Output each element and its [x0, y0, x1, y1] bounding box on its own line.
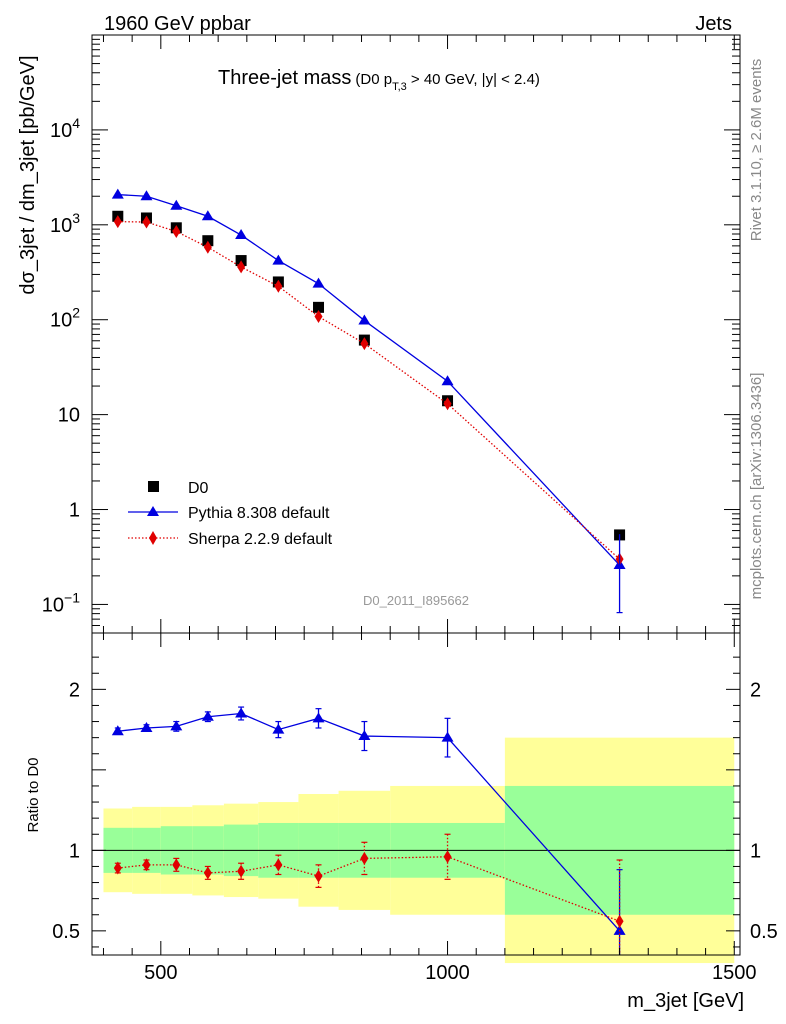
- legend: D0 Pythia 8.308 default Sherpa 2.2.9 def…: [128, 480, 333, 548]
- chart-title: Three-jet mass (D0 pT,3 > 40 GeV, |y| < 2…: [218, 67, 540, 93]
- pythia-main-point-8: [441, 375, 454, 386]
- pythia-main-point-0: [111, 188, 124, 199]
- main-y-tick-label-3: 102: [50, 305, 80, 332]
- ratio-y-tick-label-right-0.5: 0.5: [750, 921, 778, 943]
- main-y-tick-label-2: 10: [58, 405, 80, 427]
- pythia-ratio-point-9: [613, 924, 626, 935]
- ratio-y-tick-label-left-0.5: 0.5: [52, 921, 80, 943]
- pythia-ratio-point-6: [312, 712, 325, 723]
- main-y-tick-label-1: 1: [69, 500, 80, 522]
- main-y-tick-label-0: 10−1: [42, 589, 80, 616]
- pythia-ratio-point-8: [441, 731, 454, 742]
- process-label: Jets: [695, 13, 732, 35]
- y-axis-label-ratio: Ratio to D0: [25, 757, 42, 832]
- sherpa-main-point-1: [142, 215, 151, 229]
- pythia-main-point-3: [201, 210, 214, 221]
- sherpa-main-point-8: [443, 397, 452, 411]
- main-y-tick-label-5: 104: [50, 115, 80, 142]
- sherpa-ratio-point-7: [360, 851, 369, 865]
- ratio-y-tick-label-left-2: 2: [69, 679, 80, 701]
- sherpa-ratio-point-9: [615, 914, 624, 928]
- x-tick-label-1500: 1500: [712, 962, 757, 984]
- sherpa-ratio-point-1: [142, 858, 151, 872]
- energy-label: 1960 GeV ppbar: [104, 13, 251, 35]
- ratio-y-tick-label-left-1: 1: [69, 840, 80, 862]
- d0-main-point-6: [313, 301, 325, 313]
- ratio-y-tick-label-right-2: 2: [750, 679, 761, 701]
- legend-label-pythia: Pythia 8.308 default: [188, 505, 330, 522]
- rivet-version-label: Rivet 3.1.10, ≥ 2.6M events: [748, 59, 765, 242]
- legend-marker-triangle: [147, 506, 159, 516]
- x-tick-label-500: 500: [144, 962, 177, 984]
- legend-marker-square: [148, 481, 159, 492]
- sherpa-main-point-6: [314, 310, 323, 324]
- pythia-ratio-point-1: [140, 721, 153, 732]
- sherpa-ratio-point-8: [443, 850, 452, 864]
- series-layer: [111, 188, 626, 955]
- x-tick-label-1000: 1000: [425, 962, 470, 984]
- main-y-tick-label-4: 103: [50, 210, 80, 237]
- analysis-id-label: D0_2011_I895662: [363, 593, 469, 608]
- sherpa-ratio-point-3: [203, 866, 212, 880]
- pythia-ratio-point-7: [358, 730, 371, 741]
- ratio-panel-frame: [91, 632, 741, 956]
- sherpa-main-point-3: [203, 240, 212, 254]
- sherpa-ratio-point-2: [172, 858, 181, 872]
- pythia-main-point-1: [140, 190, 153, 201]
- sherpa-main-point-7: [360, 337, 369, 351]
- pythia-ratio-point-5: [272, 723, 285, 734]
- d0-main-point-3: [202, 235, 214, 247]
- pythia-ratio-point-3: [201, 710, 214, 721]
- pythia-main-point-4: [235, 229, 248, 240]
- sherpa-main-line: [117, 220, 621, 560]
- pythia-main-point-6: [312, 277, 325, 288]
- pythia-main-point-5: [272, 254, 285, 265]
- axes: 500 1000 1500 10−1 1 10 102 103 104 0.5 0.5 1 1 2 2: [42, 34, 778, 984]
- sherpa-ratio-point-6: [314, 869, 323, 883]
- legend-label-d0: D0: [188, 480, 209, 497]
- pythia-main-line: [117, 193, 621, 566]
- sherpa-main-point-2: [172, 225, 181, 239]
- legend-entry-d0: D0: [148, 480, 209, 497]
- x-axis-label: m_3jet [GeV]: [627, 990, 744, 1012]
- sherpa-ratio-line: [117, 856, 620, 922]
- mcplots-label: mcplots.cern.ch [arXiv:1306.3436]: [748, 373, 765, 600]
- sherpa-main-point-5: [274, 279, 283, 293]
- legend-marker-diamond: [149, 531, 157, 545]
- ratio-y-tick-label-right-1: 1: [750, 840, 761, 862]
- pythia-ratio-line: [117, 712, 621, 932]
- sherpa-ratio-point-4: [237, 864, 246, 878]
- sherpa-main-point-4: [237, 260, 246, 274]
- legend-entry-pythia: Pythia 8.308 default: [128, 505, 330, 522]
- pythia-main-point-2: [170, 199, 183, 210]
- legend-entry-sherpa: Sherpa 2.2.9 default: [128, 531, 333, 548]
- y-axis-label-main: dσ_3jet / dm_3jet [pb/GeV]: [17, 55, 39, 294]
- sherpa-ratio-point-0: [113, 861, 122, 875]
- pythia-ratio-point-0: [111, 725, 124, 736]
- sherpa-ratio-point-5: [274, 858, 283, 872]
- pythia-ratio-point-4: [235, 707, 248, 718]
- sherpa-main-point-0: [113, 215, 122, 229]
- legend-label-sherpa: Sherpa 2.2.9 default: [188, 531, 333, 548]
- pythia-ratio-point-2: [170, 720, 183, 731]
- pythia-main-point-7: [358, 314, 371, 325]
